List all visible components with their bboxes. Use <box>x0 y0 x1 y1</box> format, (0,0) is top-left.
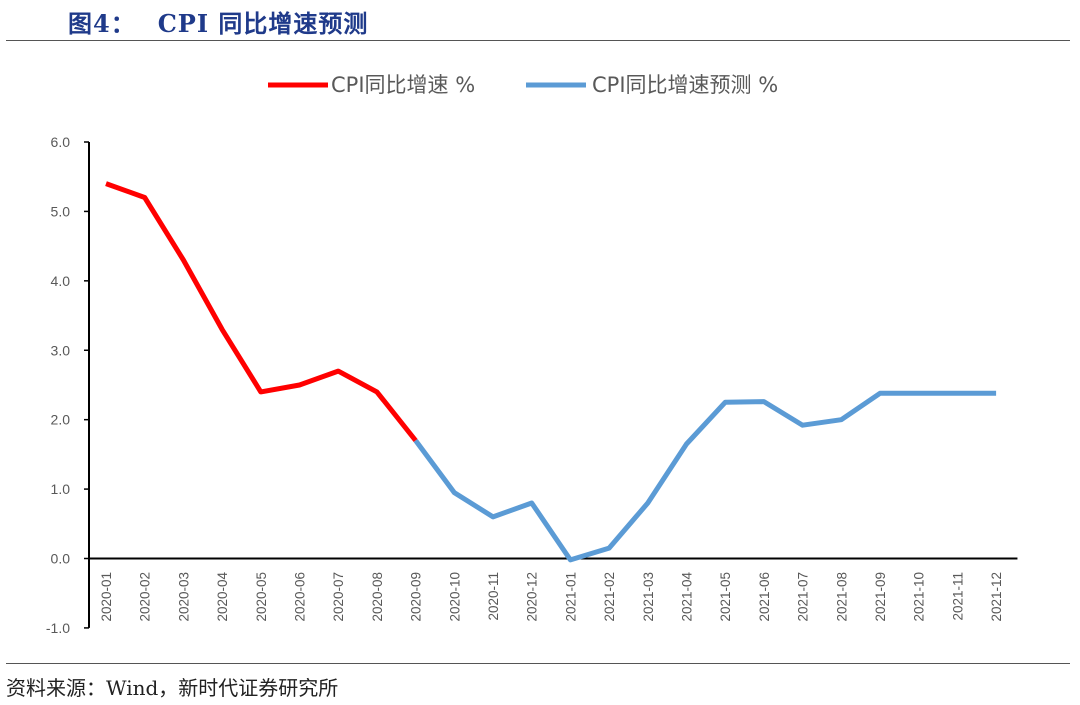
x-tick-label: 2021-05 <box>718 572 733 622</box>
data-point <box>104 181 109 186</box>
x-tick-label: 2021-02 <box>602 572 617 622</box>
data-point <box>336 369 341 374</box>
y-tick-label: 2.0 <box>51 412 71 428</box>
x-tick-label: 2021-04 <box>680 572 695 622</box>
source-note: 资料来源：Wind，新时代证券研究所 <box>6 676 339 700</box>
data-point <box>413 438 418 443</box>
y-tick-label: 0.0 <box>51 551 71 567</box>
x-tick-label: 2020-09 <box>409 572 424 622</box>
y-tick-label: 3.0 <box>51 342 71 358</box>
figure-title: 图4： CPI 同比增速预测 <box>68 4 368 39</box>
x-tick-label: 2020-11 <box>486 572 501 621</box>
x-tick-label: 2021-10 <box>912 572 927 622</box>
x-tick-label: 2021-11 <box>950 572 965 621</box>
data-point <box>684 441 689 446</box>
x-tick-label: 2021-07 <box>796 572 811 622</box>
x-tick-label: 2020-06 <box>293 572 308 622</box>
figure-title-text: CPI 同比增速预测 <box>157 9 369 38</box>
x-tick-label: 2020-01 <box>99 572 114 622</box>
cpi-line-chart: 6.0 5.0 4.0 3.0 2.0 1.0 0.0 -1.0 2020-01 2020-02 2… <box>46 73 1018 636</box>
data-point <box>878 391 883 396</box>
y-tick-label: 5.0 <box>51 203 71 219</box>
x-tick-label: 2020-07 <box>331 572 346 622</box>
x-tick-label: 2020-05 <box>254 572 269 622</box>
legend-entry-actual-label: CPI同比增速 % <box>331 73 475 97</box>
x-tick-label: 2021-03 <box>641 572 656 622</box>
data-point <box>568 557 573 562</box>
data-point <box>607 546 612 551</box>
data-point <box>529 500 534 505</box>
x-tick-label: 2020-08 <box>370 572 385 622</box>
x-tick-label: 2021-06 <box>757 572 772 622</box>
x-tick-label: 2021-09 <box>873 572 888 622</box>
source-divider <box>6 663 1070 664</box>
data-point <box>452 490 457 495</box>
x-tick-label: 2021-01 <box>563 572 578 622</box>
data-point <box>800 423 805 428</box>
y-tick-label: 4.0 <box>51 273 71 289</box>
y-tick-label: -1.0 <box>46 620 70 636</box>
data-point <box>994 391 999 396</box>
data-point <box>839 417 844 422</box>
data-point <box>761 399 766 404</box>
series-line-forecast <box>413 390 997 563</box>
y-tick-label: 6.0 <box>51 134 71 150</box>
y-tick-label: 1.0 <box>51 481 71 497</box>
series-line-actual <box>105 181 418 443</box>
x-tick-label: 2020-12 <box>525 572 540 622</box>
title-divider <box>6 40 1070 41</box>
x-tick-label: 2021-08 <box>834 572 849 622</box>
data-point <box>142 195 147 200</box>
x-tick-label: 2020-04 <box>215 572 230 622</box>
x-tick-label: 2021-12 <box>989 572 1004 622</box>
x-tick-label: 2020-03 <box>176 572 191 622</box>
legend-entry-forecast-label: CPI同比增速预测 % <box>592 73 778 97</box>
data-point <box>258 389 263 394</box>
data-point <box>181 258 186 263</box>
data-point <box>297 382 302 387</box>
x-tick-label: 2020-10 <box>447 572 462 622</box>
x-tick-label: 2020-02 <box>138 572 153 622</box>
data-point <box>723 400 728 405</box>
data-point <box>645 500 650 505</box>
data-point <box>491 514 496 519</box>
data-point <box>916 391 921 396</box>
data-point <box>220 327 225 332</box>
data-point <box>955 391 960 396</box>
data-point <box>374 389 379 394</box>
figure-label: 图4： <box>68 9 136 38</box>
